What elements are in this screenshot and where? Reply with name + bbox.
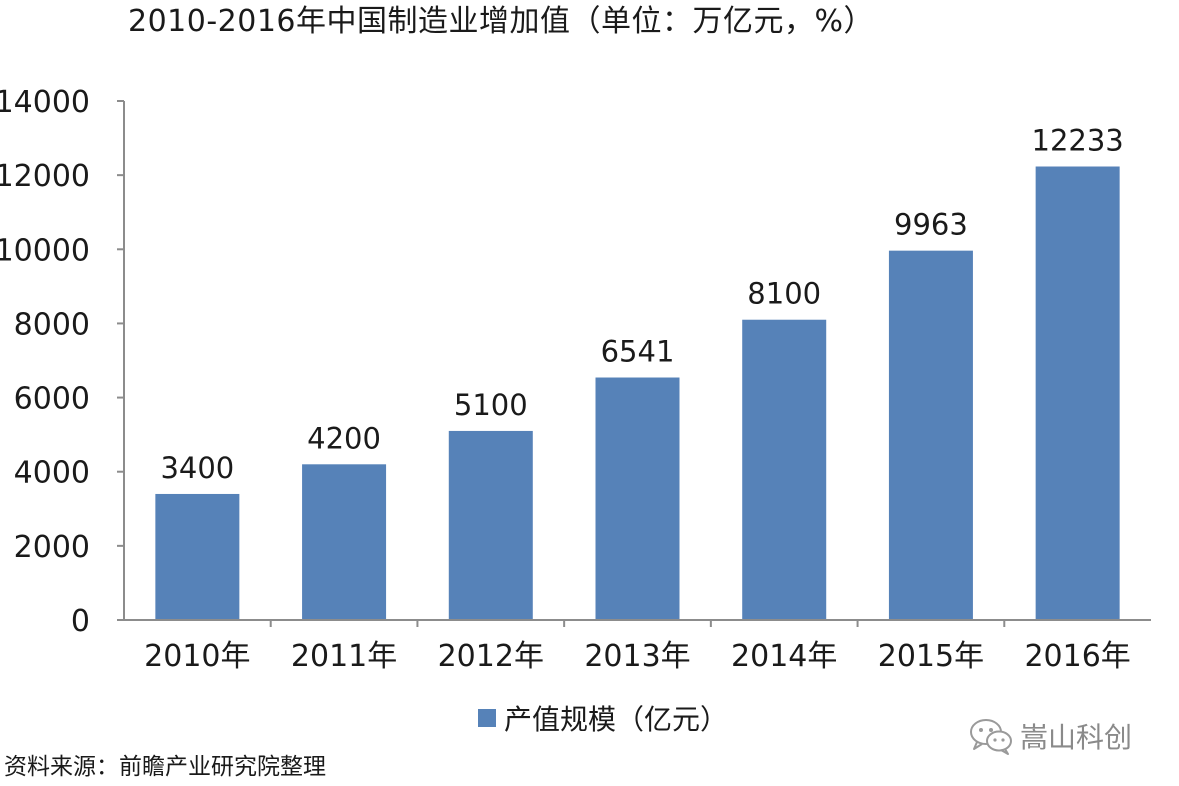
x-axis-tick-label: 2011年 — [291, 639, 397, 674]
y-axis-tick-labels: 0 2000 4000 6000 8000 10000 12000 14000 — [0, 85, 124, 639]
x-axis-tick-label: 2012年 — [438, 639, 544, 674]
bar — [302, 464, 387, 620]
y-axis-tick-label: 14000 — [0, 85, 90, 120]
x-axis-tick-label: 2015年 — [878, 639, 984, 674]
data-labels: 3400 4200 5100 6541 8100 9963 12233 — [160, 124, 1123, 485]
y-axis-tick-label: 8000 — [14, 307, 90, 342]
watermark: 嵩山科创 — [968, 716, 1132, 756]
bar-data-label: 6541 — [601, 335, 675, 369]
bar — [888, 250, 973, 621]
bar-data-label: 12233 — [1032, 124, 1124, 158]
bar-data-label: 5100 — [454, 388, 528, 422]
legend-label: 产值规模（亿元） — [504, 703, 729, 736]
y-axis-tick-label: 12000 — [0, 159, 90, 194]
bar-data-label: 9963 — [894, 208, 968, 242]
bar-series — [155, 166, 1120, 621]
bar — [1035, 166, 1120, 620]
bar — [155, 493, 240, 620]
bar-data-label: 4200 — [307, 421, 381, 455]
y-axis-tick-label: 6000 — [14, 382, 90, 417]
legend: 产值规模（亿元） — [478, 700, 728, 736]
bar-chart: 0 2000 4000 6000 8000 10000 12000 14000 3400 420… — [0, 85, 1151, 674]
x-axis-tick-labels: 2010年 2011年 2012年 2013年 2014年 2015年 2016年 — [144, 620, 1131, 674]
watermark-text: 嵩山科创 — [1020, 721, 1133, 754]
chart-title: 2010-2016年中国制造业增加值（单位：万亿元，%） — [128, 4, 875, 39]
bar — [742, 319, 827, 620]
bar-data-label: 3400 — [160, 451, 234, 485]
y-axis-tick-label: 4000 — [14, 456, 90, 491]
y-axis-tick-label: 10000 — [0, 233, 90, 268]
x-axis-tick-label: 2016年 — [1024, 639, 1130, 674]
wechat-logo-icon — [970, 719, 1012, 755]
bar — [595, 377, 680, 620]
bar — [448, 430, 533, 620]
source-note: 资料来源：前瞻产业研究院整理 — [4, 754, 326, 780]
x-axis-tick-label: 2013年 — [584, 639, 690, 674]
x-axis-tick-label: 2010年 — [144, 639, 250, 674]
y-axis-tick-label: 0 — [71, 604, 90, 639]
legend-swatch — [478, 709, 496, 727]
y-axis-tick-label: 2000 — [14, 530, 90, 565]
x-axis-tick-label: 2014年 — [731, 639, 837, 674]
bar-data-label: 8100 — [747, 277, 821, 311]
